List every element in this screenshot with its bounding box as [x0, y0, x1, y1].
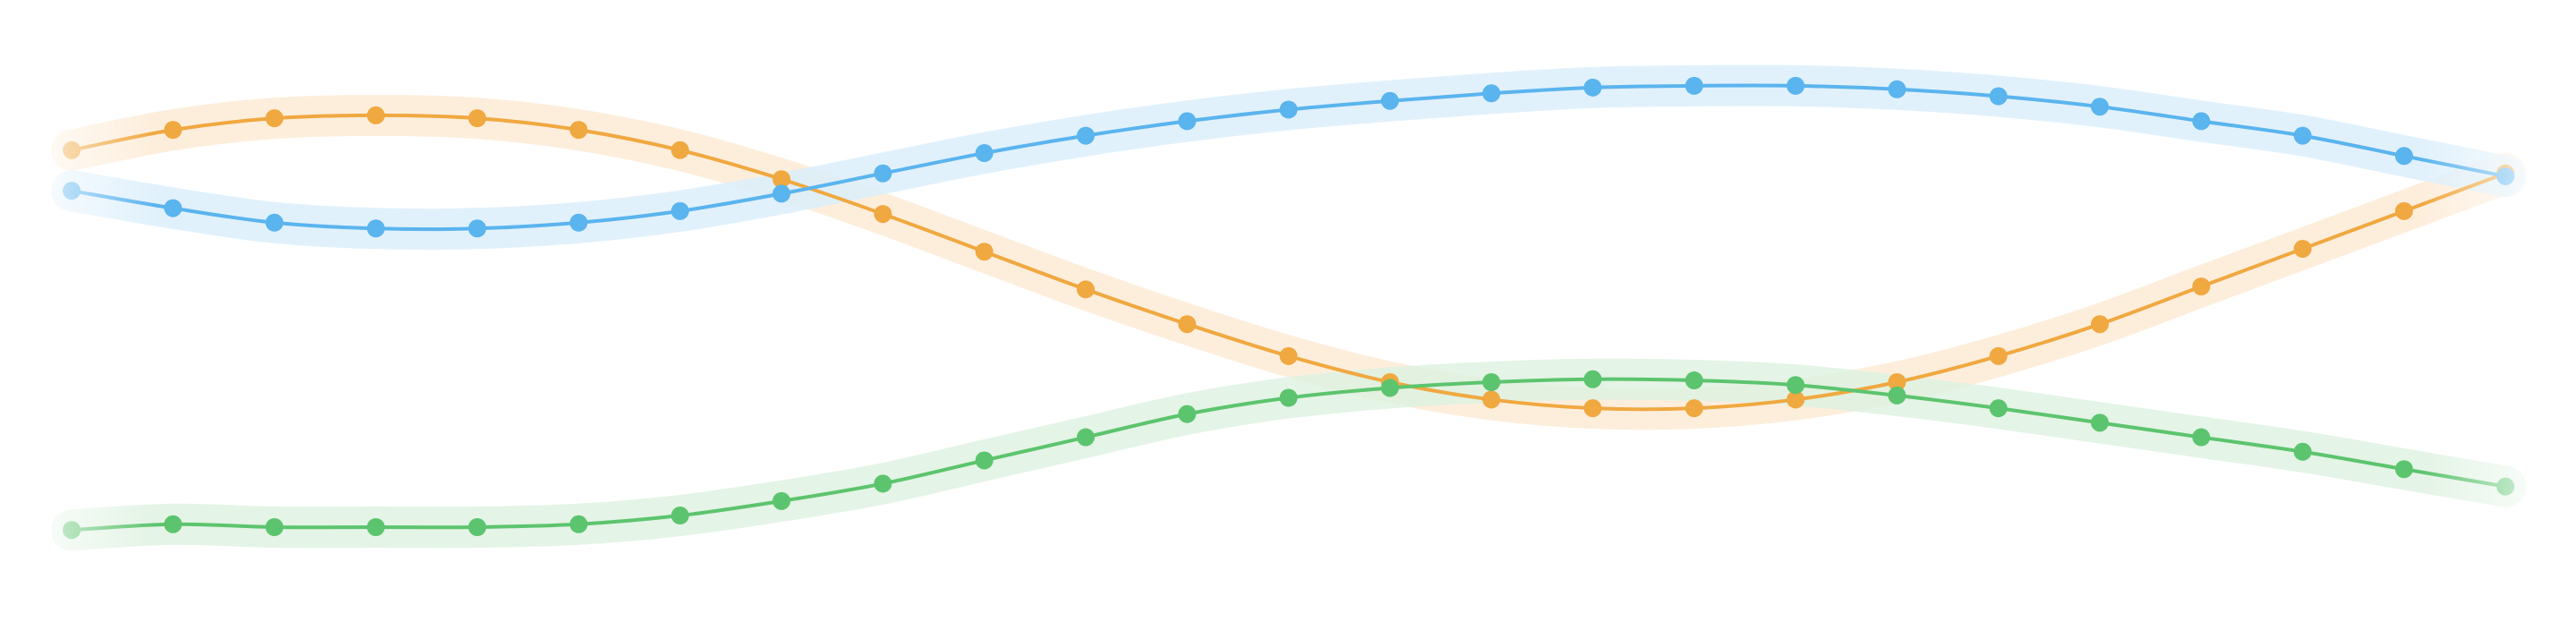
- series-3-point-2: [164, 515, 183, 533]
- series-3-point-7: [670, 507, 689, 525]
- series-1-point-12: [1178, 315, 1197, 334]
- series-1-point-2: [164, 121, 183, 140]
- series-3-point-25: [2496, 477, 2515, 496]
- series-1-point-19: [1888, 373, 1906, 391]
- series-1-point-16: [1583, 399, 1602, 418]
- series-1-band: [51, 94, 2527, 430]
- series-2-point-20: [1989, 87, 2008, 106]
- series-1-point-5: [468, 109, 487, 128]
- series-3-point-17: [1685, 371, 1703, 390]
- series-3-point-23: [2293, 442, 2312, 461]
- series-3: [63, 370, 2515, 540]
- series-3-point-8: [772, 491, 791, 510]
- series-1-point-23: [2293, 239, 2312, 258]
- series-3-point-24: [2394, 460, 2413, 479]
- plot-area: [51, 64, 2527, 551]
- series-1-point-21: [2091, 315, 2109, 334]
- series-1-point-9: [874, 205, 892, 224]
- series-3-point-10: [975, 451, 994, 470]
- series-2-point-16: [1583, 78, 1602, 97]
- series-2-point-7: [670, 201, 689, 220]
- series-1-point-6: [569, 121, 588, 140]
- series-3-point-12: [1178, 405, 1197, 423]
- series-1: [63, 106, 2515, 418]
- series-2: [63, 76, 2515, 238]
- series-2-point-3: [265, 213, 284, 232]
- series-2-point-25: [2496, 166, 2515, 185]
- series-1-point-4: [366, 106, 385, 124]
- series-2-point-11: [1077, 126, 1095, 145]
- series-1-point-18: [1787, 390, 1805, 409]
- series-3-point-1: [63, 521, 81, 540]
- series-3-point-5: [468, 518, 487, 536]
- series-2-point-9: [874, 164, 892, 183]
- series-1-point-10: [975, 243, 994, 261]
- series-3-point-21: [2091, 413, 2109, 432]
- series-3-point-19: [1888, 386, 1906, 405]
- series-3-point-11: [1077, 428, 1095, 447]
- series-1-point-22: [2192, 277, 2211, 296]
- series-3-point-14: [1380, 379, 1399, 397]
- series-2-point-22: [2192, 112, 2211, 131]
- series-1-point-8: [772, 170, 791, 189]
- series-3-point-6: [569, 515, 588, 533]
- series-3-point-20: [1989, 399, 2008, 418]
- series-2-point-2: [164, 199, 183, 217]
- series-2-point-1: [63, 182, 81, 200]
- series-2-point-18: [1787, 76, 1805, 95]
- series-2-point-23: [2293, 126, 2312, 145]
- series-3-point-22: [2192, 428, 2211, 447]
- series-2-point-10: [975, 144, 994, 163]
- series-1-point-17: [1685, 399, 1703, 418]
- series-2-point-12: [1178, 112, 1197, 131]
- series-2-point-21: [2091, 98, 2109, 116]
- series-2-point-17: [1685, 76, 1703, 95]
- series-1-point-13: [1279, 346, 1298, 365]
- series-3-point-13: [1279, 388, 1298, 407]
- series-1-point-24: [2394, 201, 2413, 220]
- series-3-point-9: [874, 474, 892, 493]
- series-3-point-16: [1583, 370, 1602, 388]
- series-1-point-1: [63, 141, 81, 159]
- series-2-point-15: [1482, 84, 1501, 103]
- series-3-point-15: [1482, 373, 1501, 391]
- series-2-point-8: [772, 184, 791, 203]
- series-2-point-6: [569, 213, 588, 232]
- series-2-point-4: [366, 219, 385, 238]
- series-1-point-15: [1482, 390, 1501, 409]
- series-1-point-7: [670, 141, 689, 159]
- series-3-point-3: [265, 518, 284, 536]
- series-2-point-19: [1888, 80, 1906, 98]
- series-2-point-13: [1279, 100, 1298, 119]
- series-3-point-4: [366, 518, 385, 536]
- series-2-point-14: [1380, 91, 1399, 110]
- series-1-point-3: [265, 109, 284, 128]
- series-2-point-5: [468, 219, 487, 238]
- series-1-point-20: [1989, 346, 2008, 365]
- series-2-point-24: [2394, 147, 2413, 166]
- series-3-point-18: [1787, 376, 1805, 395]
- series-1-point-11: [1077, 280, 1095, 299]
